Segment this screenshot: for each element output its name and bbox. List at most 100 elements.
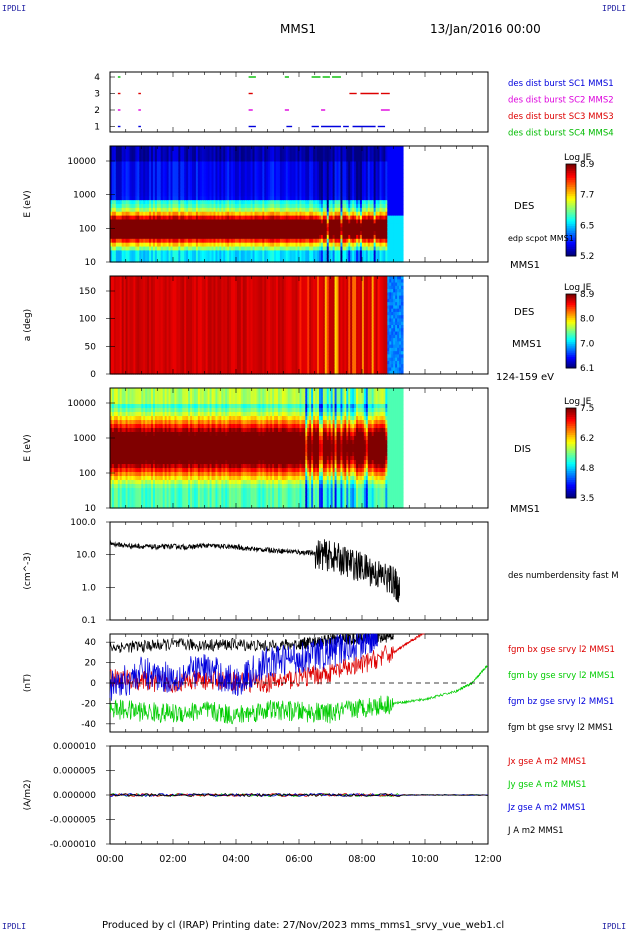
colorbar-segment [566,212,576,216]
colorbar-tick-label: 7.0 [580,339,595,349]
colorbar-segment [566,484,576,488]
colorbar-segment [566,321,576,325]
heatmap-y-tick-label: 10 [85,504,97,514]
colorbar-segment [566,303,576,306]
line-y-tick-label: 0.000010 [53,742,96,752]
line-y-tick-label: -0.000005 [50,816,96,826]
line-y-tick-label: -40 [81,720,96,730]
colorbar-segment [566,193,576,197]
colorbar-segment [566,170,576,174]
colorbar-tick-label: 6.1 [580,364,594,374]
colorbar-segment [566,323,576,326]
colorbar-segment [566,360,576,363]
colorbar-segment [566,216,576,220]
colorbar-segment [566,444,576,447]
colorbar-segment [566,189,576,193]
colorbar-segment [566,408,576,411]
dis-label: DIS [514,444,531,455]
line-y-tick-label: 0.1 [82,616,96,626]
colorbar-segment [566,235,576,239]
des-pad-label: DES [514,307,534,318]
heatmap-y-tick-label: 100 [79,315,96,325]
colorbar-segment [566,437,576,440]
time-tick-label: 12:00 [474,854,501,865]
colorbar-segment [566,351,576,354]
colorbar-segment [566,464,576,467]
colorbar-segment [566,228,576,232]
colorbar-segment [566,173,576,176]
burst-legend-entry: des dist burst SC2 MMS2 [508,96,614,106]
colorbar-segment [566,466,576,470]
colorbar-segment [566,486,576,490]
colorbar-segment [566,294,576,297]
colorbar-tick-label: 6.2 [580,434,594,444]
colorbar-segment [566,164,576,167]
colorbar-segment [566,435,576,438]
colorbar-segment [566,180,576,183]
density-series-line [109,539,400,603]
heatmap-y-tick-label: 100 [79,469,96,479]
colorbar-segment [566,244,576,248]
colorbar-segment [566,237,576,241]
colorbar-segment [566,482,576,485]
colorbar-segment [566,419,576,422]
des-sc-label: MMS1 [510,260,540,271]
line-y-tick-label: 40 [85,638,97,648]
time-tick-label: 06:00 [285,854,312,865]
colorbar-frame [565,163,577,257]
colorbar-tick-label: 7.7 [580,191,594,201]
colorbar-segment [566,191,576,195]
colorbar-segment [566,299,576,302]
spacecraft-title: MMS1 [280,22,316,36]
time-tick-label: 00:00 [96,854,123,865]
colorbar-frame [565,293,577,369]
colorbar-segment [566,473,576,476]
line-y-tick-label: 0 [90,679,96,689]
heatmap-cells [110,146,404,263]
colorbar-segment [566,480,576,483]
burst-y-tick-label: 3 [94,90,100,100]
colorbar-frame [565,407,577,499]
colorbar-segment [566,468,576,472]
colorbar-segment [566,417,576,420]
corner-logo-bottom-right: IPDLI [602,922,627,931]
colorbar-tick-label: 8.9 [580,290,595,300]
colorbar-segment [566,182,576,186]
colorbar-segment [566,410,576,413]
colorbar-segment [566,253,576,257]
colorbar-segment [566,210,576,213]
colorbar-segment [566,340,576,343]
colorbar-segment [566,366,576,369]
colorbar-segment [566,310,576,313]
burst-y-tick-label: 4 [94,73,100,83]
burst-legend-entry: des dist burst SC1 MMS1 [508,79,614,89]
colorbar-segment [566,353,576,356]
colorbar-segment [566,421,576,425]
colorbar-segment [566,432,576,436]
colorbar-segment [566,214,576,218]
colorbar-segment [566,200,576,204]
colorbar-tick-label: 8.0 [580,315,595,325]
colorbar-segment [566,448,576,452]
dis-sc-label: MMS1 [510,504,540,515]
heatmap-cells [110,388,404,509]
current-legend-entry: Jy gse A m2 MMS1 [507,780,586,790]
time-tick-label: 08:00 [348,854,375,865]
colorbar-title: Log JE [564,153,592,163]
colorbar-segment [566,426,576,429]
colorbar-segment [566,297,576,301]
heatmap-y-tick-label: 100 [79,224,96,234]
colorbar-segment [566,477,576,481]
colorbar-segment [566,177,576,181]
time-tick-label: 10:00 [411,854,438,865]
scpot-label: edp scpot MMS1 [508,234,574,243]
colorbar-tick-label: 6.5 [580,221,594,231]
colorbar-segment [566,251,576,255]
colorbar-segment [566,358,576,362]
heatmap-cells [110,276,404,375]
colorbar-segment [566,446,576,449]
colorbar-segment [566,475,576,479]
current-legend-entry: J A m2 MMS1 [507,826,564,836]
